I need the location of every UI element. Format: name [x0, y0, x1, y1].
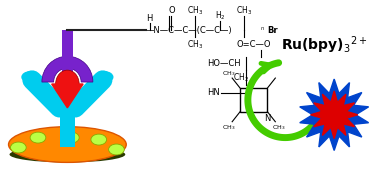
Text: Br: Br — [268, 26, 278, 35]
Ellipse shape — [64, 132, 79, 143]
Text: CH$_3$: CH$_3$ — [187, 38, 203, 51]
Polygon shape — [52, 84, 83, 108]
Text: CH$_2$: CH$_2$ — [233, 72, 249, 84]
Bar — [60, 95, 75, 147]
Text: N: N — [264, 114, 271, 123]
Text: O: O — [168, 6, 175, 15]
Ellipse shape — [30, 132, 46, 143]
Text: HO—CH: HO—CH — [207, 59, 240, 68]
Polygon shape — [311, 91, 358, 139]
Text: CH$_3$: CH$_3$ — [223, 123, 236, 132]
Text: CH$_3$: CH$_3$ — [223, 69, 236, 78]
Ellipse shape — [9, 147, 125, 162]
Text: $_n$: $_n$ — [260, 26, 265, 33]
Polygon shape — [300, 79, 369, 151]
Text: CH$_3$: CH$_3$ — [236, 4, 252, 17]
Text: —N—C—C—(C—C—): —N—C—C—(C—C—) — [146, 26, 232, 35]
Ellipse shape — [11, 142, 26, 153]
Bar — [62, 30, 73, 88]
Ellipse shape — [21, 71, 39, 83]
Ellipse shape — [108, 144, 124, 155]
Ellipse shape — [9, 127, 126, 162]
Ellipse shape — [96, 71, 113, 83]
Text: O=C—O: O=C—O — [236, 40, 271, 49]
Text: CH$_3$: CH$_3$ — [271, 123, 285, 132]
Ellipse shape — [91, 134, 107, 145]
Text: HN: HN — [207, 88, 219, 97]
Ellipse shape — [56, 70, 79, 98]
Text: CH$_3$: CH$_3$ — [187, 4, 203, 17]
Text: Ru(bpy)$_3$$^{2+}$: Ru(bpy)$_3$$^{2+}$ — [281, 34, 367, 56]
Wedge shape — [42, 56, 93, 82]
Text: H: H — [147, 14, 153, 23]
Text: H$_2$: H$_2$ — [215, 9, 226, 22]
